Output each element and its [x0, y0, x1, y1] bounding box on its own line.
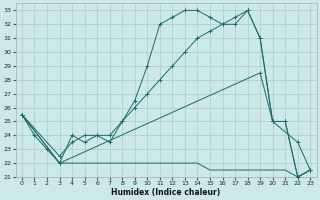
X-axis label: Humidex (Indice chaleur): Humidex (Indice chaleur)	[111, 188, 221, 197]
